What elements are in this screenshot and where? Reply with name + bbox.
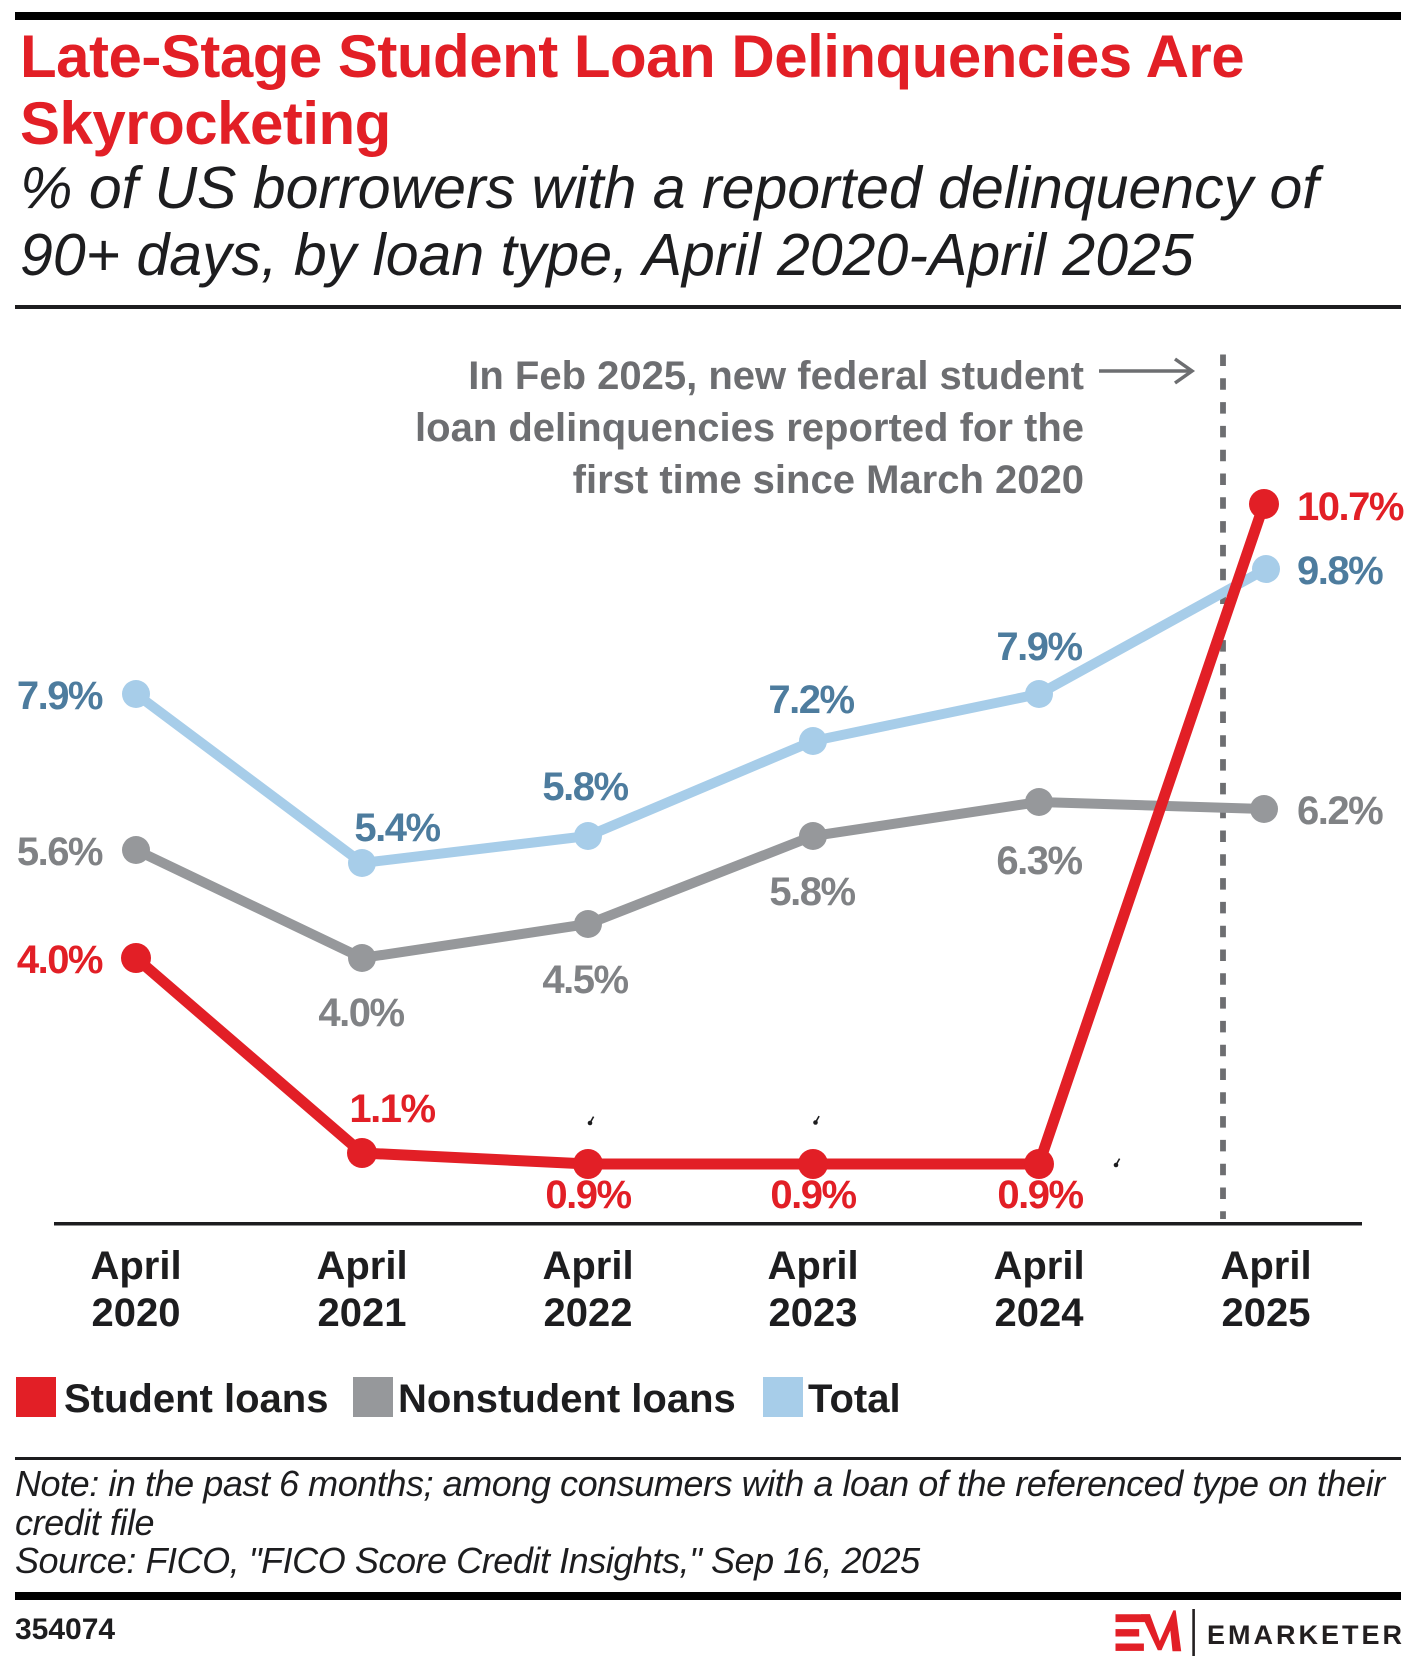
svg-text:7.9%: 7.9% — [996, 625, 1082, 669]
svg-text:4.0%: 4.0% — [17, 938, 103, 982]
svg-text:0.9%: 0.9% — [770, 1173, 856, 1217]
svg-text:9.8%: 9.8% — [1297, 549, 1383, 593]
svg-text:7.2%: 7.2% — [768, 678, 854, 722]
svg-text:10.7%: 10.7% — [1297, 485, 1404, 529]
svg-text:4.5%: 4.5% — [542, 958, 628, 1002]
svg-text:5.8%: 5.8% — [542, 765, 628, 809]
svg-text:5.6%: 5.6% — [17, 830, 103, 874]
svg-text:5.8%: 5.8% — [769, 870, 855, 914]
svg-text:0.9%: 0.9% — [545, 1173, 631, 1217]
svg-text:7.9%: 7.9% — [17, 674, 103, 718]
svg-text:0.9%: 0.9% — [997, 1173, 1083, 1217]
svg-text:1.1%: 1.1% — [349, 1087, 435, 1131]
svg-text:6.2%: 6.2% — [1297, 789, 1383, 833]
svg-text:5.4%: 5.4% — [354, 806, 440, 850]
svg-text:6.3%: 6.3% — [996, 839, 1082, 883]
svg-text:4.0%: 4.0% — [318, 991, 404, 1035]
